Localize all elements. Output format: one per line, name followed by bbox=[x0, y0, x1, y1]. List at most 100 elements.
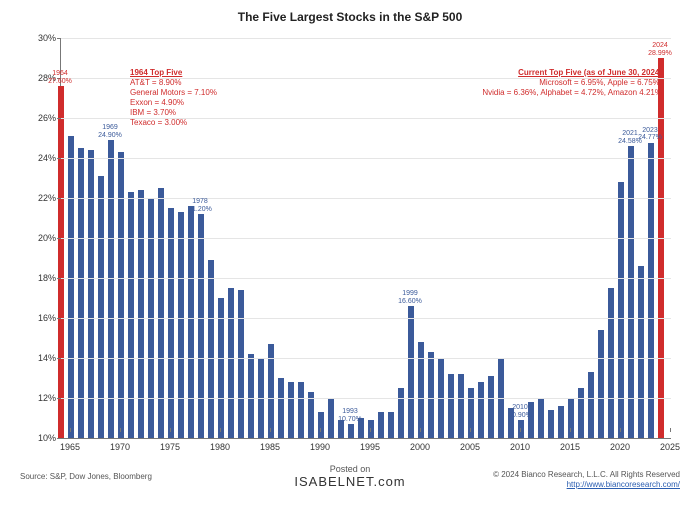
bar-1979 bbox=[208, 260, 215, 438]
bar-1965 bbox=[68, 136, 75, 438]
y-tick-mark bbox=[57, 158, 61, 159]
y-tick-label: 20% bbox=[22, 233, 56, 243]
bar-1977 bbox=[188, 206, 195, 438]
bar-1996 bbox=[378, 412, 385, 438]
brand-name: ISABELNET.com bbox=[294, 474, 405, 489]
bar-1978 bbox=[198, 214, 205, 438]
gridline bbox=[61, 38, 671, 39]
x-tick-label: 1995 bbox=[360, 442, 380, 452]
x-tick-mark bbox=[670, 428, 671, 432]
x-tick-label: 2000 bbox=[410, 442, 430, 452]
y-tick-mark bbox=[57, 198, 61, 199]
bar-1974 bbox=[158, 188, 165, 438]
bar-2015 bbox=[568, 398, 575, 438]
y-tick-mark bbox=[57, 278, 61, 279]
bar-1966 bbox=[78, 148, 85, 438]
bar-1964 bbox=[58, 86, 65, 438]
y-tick-label: 22% bbox=[22, 193, 56, 203]
x-tick-label: 2015 bbox=[560, 442, 580, 452]
x-tick-mark bbox=[420, 428, 421, 432]
x-tick-mark bbox=[620, 428, 621, 432]
bar-2006 bbox=[478, 382, 485, 438]
y-tick-label: 26% bbox=[22, 113, 56, 123]
callout-1969: 196924.90% bbox=[98, 124, 122, 139]
posted-label: Posted on bbox=[330, 464, 371, 474]
y-tick-mark bbox=[57, 38, 61, 39]
bar-1990 bbox=[318, 412, 325, 438]
y-tick-label: 14% bbox=[22, 353, 56, 363]
bar-1997 bbox=[388, 412, 395, 438]
x-tick-label: 2020 bbox=[610, 442, 630, 452]
bar-1976 bbox=[178, 212, 185, 438]
posted-on: Posted on ISABELNET.com bbox=[294, 464, 405, 489]
x-tick-mark bbox=[270, 428, 271, 432]
y-tick-label: 16% bbox=[22, 313, 56, 323]
x-tick-label: 2025 bbox=[660, 442, 680, 452]
x-tick-label: 1985 bbox=[260, 442, 280, 452]
legend-current-line: Nvidia = 6.36%, Alphabet = 4.72%, Amazon… bbox=[482, 88, 662, 98]
x-tick-label: 1975 bbox=[160, 442, 180, 452]
copyright-block: © 2024 Bianco Research, L.L.C. All Right… bbox=[493, 470, 680, 489]
bar-2021 bbox=[628, 146, 635, 438]
bar-2004 bbox=[458, 374, 465, 438]
bar-1982 bbox=[238, 290, 245, 438]
legend-1964-line: AT&T = 8.90% bbox=[130, 78, 217, 88]
legend-current: Current Top Five (as of June 30, 2024) M… bbox=[482, 68, 662, 98]
y-tick-label: 12% bbox=[22, 393, 56, 403]
x-tick-mark bbox=[220, 428, 221, 432]
bar-1986 bbox=[278, 378, 285, 438]
bar-1967 bbox=[88, 150, 95, 438]
callout-1964: 196427.60% bbox=[48, 70, 72, 85]
chart-title: The Five Largest Stocks in the S&P 500 bbox=[0, 0, 700, 28]
legend-1964-line: IBM = 3.70% bbox=[130, 108, 217, 118]
callout-1978: 197821.20% bbox=[188, 198, 212, 213]
gridline bbox=[61, 318, 671, 319]
legend-1964-head: 1964 Top Five bbox=[130, 68, 217, 78]
callout-2010: 201010.90% bbox=[508, 404, 532, 419]
callout-1999: 199916.60% bbox=[398, 290, 422, 305]
gridline bbox=[61, 198, 671, 199]
gridline bbox=[61, 158, 671, 159]
y-tick-mark bbox=[57, 118, 61, 119]
bar-1981 bbox=[228, 288, 235, 438]
bar-2013 bbox=[548, 410, 555, 438]
bar-2024 bbox=[658, 58, 665, 438]
gridline bbox=[61, 238, 671, 239]
x-tick-label: 1965 bbox=[60, 442, 80, 452]
gridline bbox=[61, 358, 671, 359]
copyright-text: © 2024 Bianco Research, L.L.C. All Right… bbox=[493, 470, 680, 479]
bar-2003 bbox=[448, 374, 455, 438]
legend-current-line: Microsoft = 6.95%, Apple = 6.75%, bbox=[482, 78, 662, 88]
legend-1964-line: General Motors = 7.10% bbox=[130, 88, 217, 98]
bar-2012 bbox=[538, 398, 545, 438]
bar-1972 bbox=[138, 190, 145, 438]
x-tick-label: 2010 bbox=[510, 442, 530, 452]
y-tick-mark bbox=[57, 238, 61, 239]
bar-1993 bbox=[348, 424, 355, 438]
source-link[interactable]: http://www.biancoresearch.com/ bbox=[567, 480, 680, 489]
bar-2020 bbox=[618, 182, 625, 438]
bar-1983 bbox=[248, 354, 255, 438]
legend-current-head: Current Top Five (as of June 30, 2024) bbox=[482, 68, 662, 78]
x-tick-mark bbox=[170, 428, 171, 432]
bar-1999 bbox=[408, 306, 415, 438]
bar-2001 bbox=[428, 352, 435, 438]
bar-2007 bbox=[488, 376, 495, 438]
x-tick-mark bbox=[370, 428, 371, 432]
bar-2017 bbox=[588, 372, 595, 438]
callout-2024: 202428.99% bbox=[648, 42, 672, 57]
y-tick-label: 30% bbox=[22, 33, 56, 43]
bar-1987 bbox=[288, 382, 295, 438]
y-tick-label: 24% bbox=[22, 153, 56, 163]
bar-2019 bbox=[608, 288, 615, 438]
bar-2023 bbox=[648, 143, 655, 438]
x-tick-mark bbox=[320, 428, 321, 432]
y-tick-mark bbox=[57, 318, 61, 319]
bar-2022 bbox=[638, 266, 645, 438]
x-tick-mark bbox=[120, 428, 121, 432]
bar-2000 bbox=[418, 342, 425, 438]
legend-1964: 1964 Top Five AT&T = 8.90% General Motor… bbox=[130, 68, 217, 128]
gridline bbox=[61, 278, 671, 279]
bar-1975 bbox=[168, 208, 175, 438]
bar-1969 bbox=[108, 140, 115, 438]
